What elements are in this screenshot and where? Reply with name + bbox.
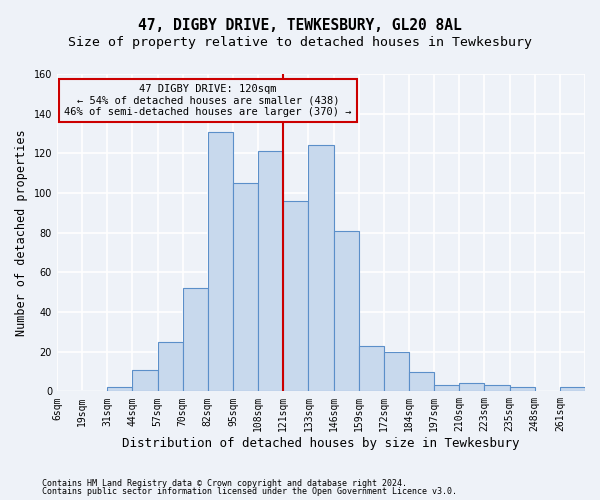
Bar	[107, 388, 133, 392]
Bar	[308, 146, 334, 392]
Bar	[509, 388, 535, 392]
Bar	[459, 384, 484, 392]
Bar	[158, 342, 182, 392]
Bar	[208, 132, 233, 392]
Bar	[434, 386, 459, 392]
Bar	[258, 152, 283, 392]
Bar	[182, 288, 208, 392]
Bar	[484, 386, 509, 392]
Text: 47 DIGBY DRIVE: 120sqm
← 54% of detached houses are smaller (438)
46% of semi-de: 47 DIGBY DRIVE: 120sqm ← 54% of detached…	[64, 84, 352, 117]
Bar	[233, 183, 258, 392]
Bar	[133, 370, 158, 392]
Bar	[334, 230, 359, 392]
X-axis label: Distribution of detached houses by size in Tewkesbury: Distribution of detached houses by size …	[122, 437, 520, 450]
Text: 47, DIGBY DRIVE, TEWKESBURY, GL20 8AL: 47, DIGBY DRIVE, TEWKESBURY, GL20 8AL	[138, 18, 462, 32]
Text: Contains HM Land Registry data © Crown copyright and database right 2024.: Contains HM Land Registry data © Crown c…	[42, 478, 407, 488]
Bar	[283, 201, 308, 392]
Bar	[560, 388, 585, 392]
Text: Contains public sector information licensed under the Open Government Licence v3: Contains public sector information licen…	[42, 487, 457, 496]
Bar	[359, 346, 384, 392]
Bar	[409, 372, 434, 392]
Bar	[384, 352, 409, 392]
Y-axis label: Number of detached properties: Number of detached properties	[15, 130, 28, 336]
Text: Size of property relative to detached houses in Tewkesbury: Size of property relative to detached ho…	[68, 36, 532, 49]
